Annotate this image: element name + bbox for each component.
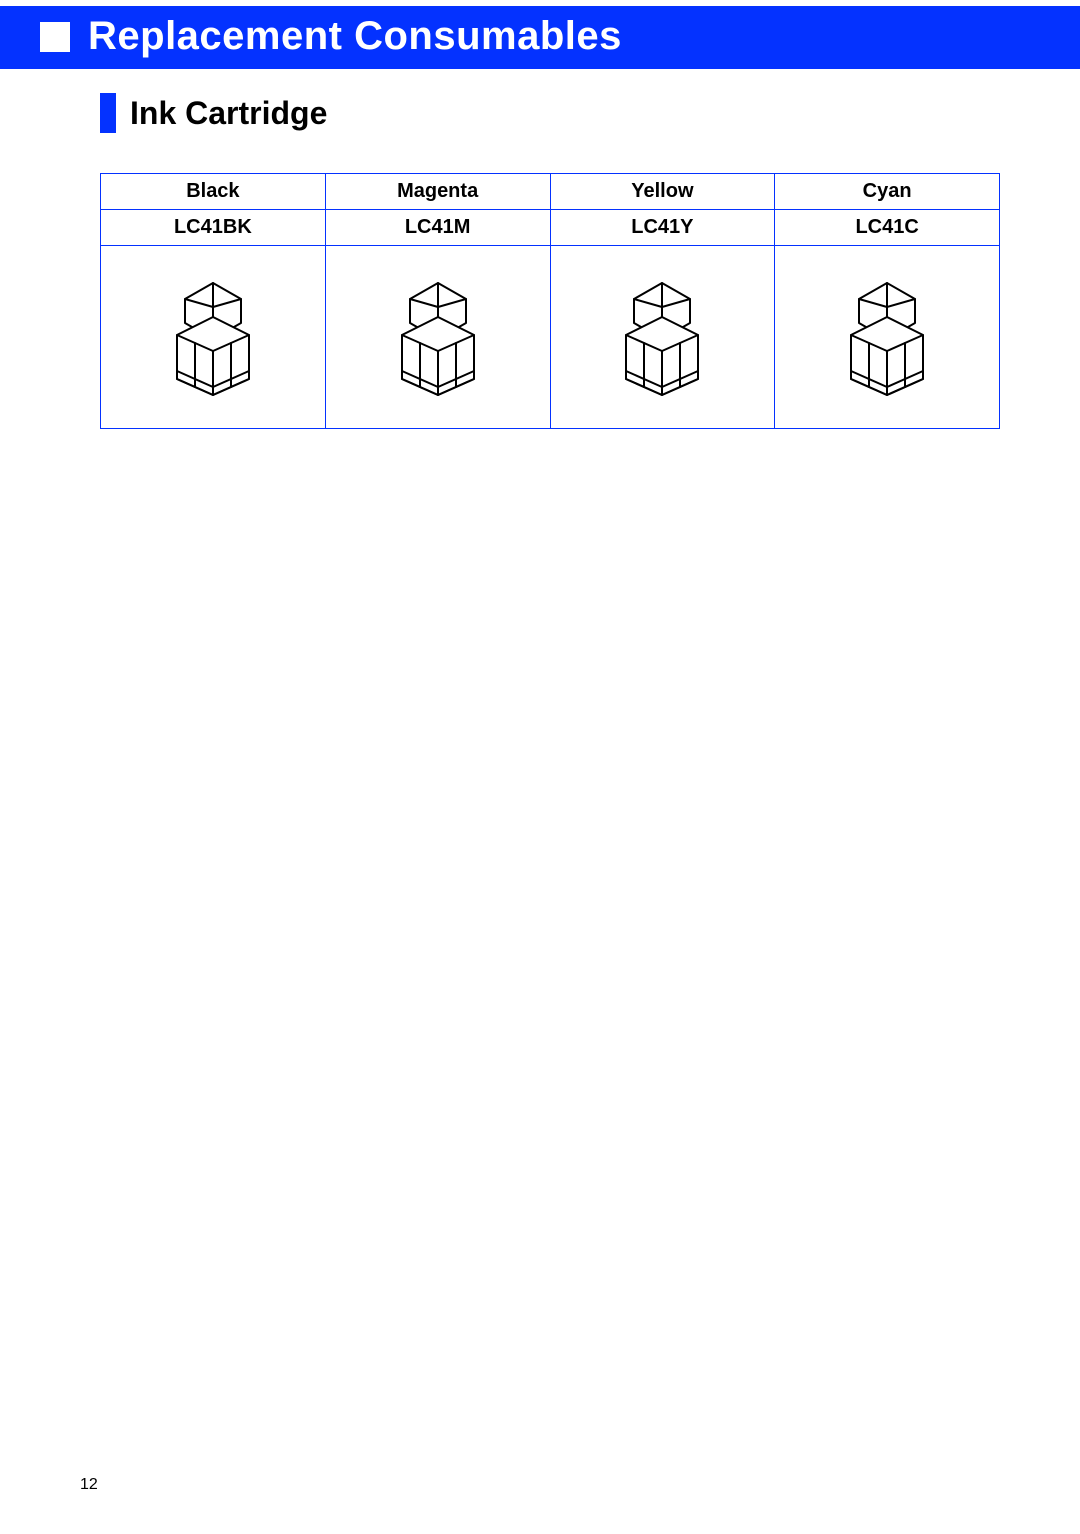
col-header-color-1: Magenta xyxy=(325,174,550,210)
table-row-images xyxy=(101,246,1000,429)
ink-cartridge-icon xyxy=(330,277,546,397)
consumables-table: Black Magenta Yellow Cyan LC41BK LC41M L… xyxy=(100,173,1000,429)
consumables-table-wrap: Black Magenta Yellow Cyan LC41BK LC41M L… xyxy=(100,173,1000,429)
page-number: 12 xyxy=(80,1476,98,1494)
col-header-part-3: LC41C xyxy=(775,210,1000,246)
section-ink-cartridge: Ink Cartridge Black Magenta Yellow Cyan … xyxy=(0,69,1080,429)
ink-cartridge-icon xyxy=(779,277,995,397)
banner-bullet-icon xyxy=(40,22,70,52)
cartridge-cell-2 xyxy=(550,246,775,429)
col-header-part-1: LC41M xyxy=(325,210,550,246)
page-banner: Replacement Consumables xyxy=(0,6,1080,69)
table-row-part-numbers: LC41BK LC41M LC41Y LC41C xyxy=(101,210,1000,246)
cartridge-cell-0 xyxy=(101,246,326,429)
col-header-color-0: Black xyxy=(101,174,326,210)
col-header-color-2: Yellow xyxy=(550,174,775,210)
table-row-color-names: Black Magenta Yellow Cyan xyxy=(101,174,1000,210)
cartridge-cell-1 xyxy=(325,246,550,429)
section-heading: Ink Cartridge xyxy=(100,93,1000,133)
ink-cartridge-icon xyxy=(105,277,321,397)
col-header-color-3: Cyan xyxy=(775,174,1000,210)
col-header-part-2: LC41Y xyxy=(550,210,775,246)
section-heading-text: Ink Cartridge xyxy=(130,95,327,132)
cartridge-cell-3 xyxy=(775,246,1000,429)
heading-bar-icon xyxy=(100,93,116,133)
banner-title: Replacement Consumables xyxy=(88,14,622,59)
col-header-part-0: LC41BK xyxy=(101,210,326,246)
ink-cartridge-icon xyxy=(555,277,771,397)
